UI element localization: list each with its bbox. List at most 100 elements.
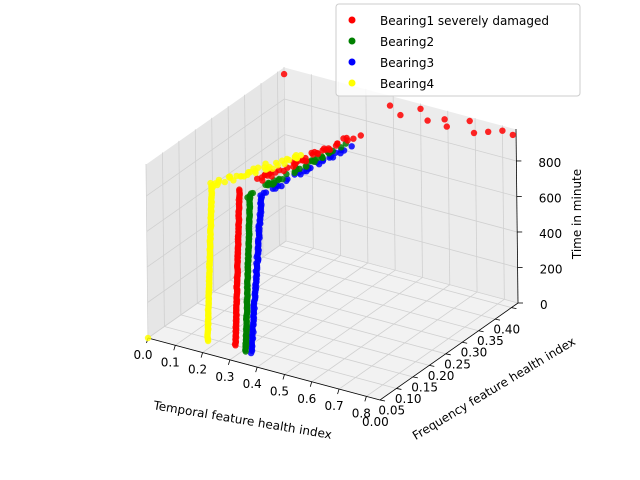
data-point — [280, 70, 288, 78]
data-point — [499, 127, 506, 134]
grid-line — [194, 129, 198, 304]
data-point — [350, 135, 357, 142]
grid-line — [164, 326, 397, 389]
grid-line — [162, 152, 165, 327]
x-tick-labels: 0.0 0.1 0.2 0.3 0.4 0.5 0.6 0.7 0.8 — [133, 348, 370, 420]
data-point — [348, 143, 355, 150]
grid-line — [285, 205, 518, 268]
data-point — [309, 158, 316, 165]
y-tick-mark — [462, 341, 468, 344]
y-tick-label: 0.00 — [362, 415, 389, 429]
y-tick-mark — [396, 388, 402, 390]
data-point — [262, 189, 270, 196]
x-tick-label: 0.5 — [270, 384, 289, 398]
z-axis-label: Time in minute — [570, 169, 584, 260]
y-tick-mark — [412, 376, 418, 379]
data-point — [303, 163, 310, 170]
x-tick-mark — [282, 374, 285, 380]
legend-label: Bearing1 severely damaged — [380, 14, 549, 28]
legend-marker — [348, 79, 356, 87]
z-tick-label: 200 — [540, 262, 563, 276]
data-point — [417, 105, 424, 113]
z-axis-line — [515, 128, 519, 304]
data-point — [279, 176, 286, 183]
legend-label: Bearing4 — [380, 77, 434, 91]
grid-line — [447, 110, 451, 285]
x-tick-mark — [309, 381, 313, 387]
y-tick-label: 0.30 — [461, 346, 488, 360]
data-point — [264, 172, 271, 179]
x-tick-label: 0.0 — [133, 348, 152, 362]
data-point — [337, 150, 344, 157]
data-point — [230, 177, 237, 184]
y-tick-mark — [429, 364, 435, 367]
grid-line — [365, 88, 369, 263]
data-point — [441, 116, 448, 123]
data-point — [274, 162, 281, 169]
data-point — [386, 102, 394, 109]
grid-lines — [145, 66, 519, 401]
data-point — [271, 179, 278, 187]
grid-line — [227, 106, 231, 281]
data-point — [278, 182, 285, 190]
z-tick-label: 0 — [540, 298, 548, 312]
y-tick-mark — [379, 399, 386, 402]
x-tick-label: 0.3 — [215, 370, 234, 384]
grid-line — [338, 81, 341, 256]
data-point — [291, 169, 298, 177]
data-point — [509, 131, 516, 139]
legend-marker — [348, 16, 356, 24]
y-tick-mark — [494, 318, 501, 321]
data-point — [144, 334, 152, 342]
x-tick-label: 0.8 — [352, 406, 371, 420]
data-point — [329, 154, 337, 161]
data-point — [247, 190, 255, 197]
x-tick-label: 0.2 — [188, 363, 207, 377]
data-point — [297, 171, 304, 178]
data-point — [290, 163, 297, 170]
grid-line — [283, 66, 287, 242]
legend-frame — [335, 3, 581, 97]
data-point — [283, 155, 291, 163]
data-point — [293, 155, 301, 162]
x-tick-mark — [173, 345, 176, 351]
data-point — [397, 111, 404, 119]
y-tick-mark — [511, 307, 517, 310]
x-tick-mark — [227, 359, 231, 365]
data-point — [325, 145, 332, 152]
y-tick-label: 0.05 — [378, 403, 405, 417]
x-tick-mark — [337, 388, 340, 395]
data-point — [269, 165, 276, 172]
y-tick-label: 0.35 — [477, 334, 504, 348]
grid-line — [262, 256, 496, 320]
y-tick-mark — [478, 330, 484, 333]
grid-line — [146, 98, 285, 197]
data-point — [245, 169, 252, 176]
y-tick-label: 0.25 — [444, 357, 471, 371]
data-point — [254, 175, 261, 182]
grid-line — [147, 240, 287, 339]
z-tick-labels: 0 200 400 600 800 — [538, 156, 562, 312]
grid-line — [230, 279, 463, 343]
z-tick-label: 600 — [539, 191, 562, 205]
grid-line — [146, 169, 286, 268]
y-tick-label: 0.10 — [395, 392, 422, 406]
legend-label: Bearing2 — [380, 35, 434, 49]
data-point — [281, 160, 288, 168]
data-point — [221, 178, 228, 186]
grid-line — [284, 98, 517, 162]
data-point — [296, 165, 303, 172]
data-point — [443, 123, 450, 130]
grid-line — [180, 314, 413, 378]
axis-panes — [145, 66, 519, 401]
x-tick-label: 0.6 — [297, 392, 316, 406]
data-point — [259, 177, 266, 184]
axis-lines — [146, 128, 523, 402]
data-point — [303, 168, 310, 175]
x-tick-label: 0.1 — [161, 355, 180, 369]
x-tick-label: 0.4 — [243, 377, 262, 391]
data-point — [207, 179, 214, 187]
data-point — [254, 164, 262, 171]
data-point — [299, 156, 306, 164]
